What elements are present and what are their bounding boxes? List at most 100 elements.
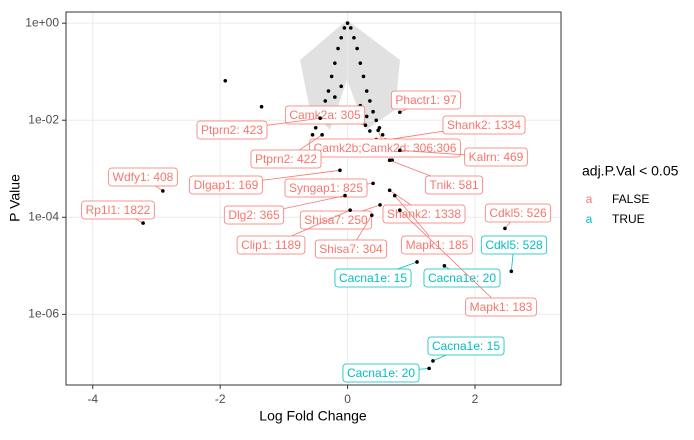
- label-box: [382, 204, 466, 224]
- point-label: Clip1: 1189: [241, 238, 301, 252]
- label-box: [427, 336, 505, 356]
- legend-label: FALSE: [612, 192, 649, 206]
- label-box: [284, 178, 368, 198]
- point-label: Dlgap1: 169: [194, 178, 259, 192]
- label-box: [465, 297, 537, 317]
- point: [374, 118, 379, 123]
- point: [161, 189, 165, 193]
- point-label: Cacna1e: 20: [347, 366, 415, 380]
- point: [358, 61, 363, 65]
- point-label: Syngap1: 825: [289, 181, 363, 195]
- leader-line: [399, 209, 502, 308]
- label-box: [236, 235, 306, 255]
- point: [361, 74, 366, 79]
- point: [141, 221, 145, 225]
- point: [392, 193, 397, 198]
- point-label: Shisa7: 304: [319, 242, 383, 256]
- y-tick-label: 1e-06: [28, 307, 59, 321]
- point: [368, 99, 372, 103]
- point: [431, 359, 435, 363]
- point-label: Cacna1e: 15: [339, 271, 407, 285]
- legend-key: a: [586, 212, 593, 226]
- plot-panel: [66, 12, 561, 385]
- point: [310, 133, 315, 137]
- x-tick-label: -2: [215, 392, 226, 406]
- point: [398, 148, 402, 153]
- label-box: [334, 268, 412, 288]
- point: [333, 61, 337, 65]
- point: [326, 89, 331, 93]
- point: [503, 226, 507, 231]
- point: [352, 35, 356, 40]
- point: [398, 110, 402, 115]
- point: [355, 46, 359, 51]
- point-label: Phactr1: 97: [395, 93, 457, 107]
- point-label: Mapk1: 183: [470, 300, 533, 314]
- point: [387, 188, 392, 193]
- label-box: [309, 138, 461, 158]
- label-box: [81, 200, 155, 220]
- point-label: Mapk1: 185: [406, 238, 469, 252]
- label-box: [223, 205, 285, 225]
- label-box: [401, 235, 473, 255]
- x-axis-title: Log Fold Change: [259, 408, 367, 424]
- point-label: Ptprn2: 422: [255, 152, 317, 166]
- x-tick-label: -4: [87, 392, 98, 406]
- point: [376, 128, 380, 133]
- point: [348, 208, 352, 213]
- point-label: Cacna1e: 15: [432, 339, 500, 353]
- point: [427, 366, 431, 371]
- point: [387, 158, 392, 163]
- point: [345, 21, 350, 25]
- panel-border: [65, 11, 562, 386]
- point: [259, 104, 264, 109]
- label-box: [424, 175, 484, 195]
- point: [318, 116, 322, 121]
- point: [380, 133, 385, 137]
- point-label: Rp1l1: 1822: [86, 203, 151, 217]
- point: [339, 35, 344, 40]
- label-box: [250, 149, 322, 169]
- point: [509, 269, 514, 274]
- point: [371, 181, 375, 186]
- legend-title: adj.P.Val < 0.05: [582, 163, 679, 179]
- point-label: Tnik: 581: [429, 178, 479, 192]
- label-box: [464, 147, 528, 167]
- label-box: [442, 115, 526, 135]
- point-label: Shank2: 1334: [447, 118, 521, 132]
- point: [368, 129, 372, 133]
- x-tick-label: 0: [344, 392, 351, 406]
- point: [329, 74, 334, 79]
- point: [342, 26, 347, 30]
- label-box: [390, 90, 462, 110]
- y-tick-label: 1e+00: [25, 15, 59, 29]
- point-label: Cacna1e: 20: [428, 271, 496, 285]
- y-tick-label: 1e-02: [28, 112, 59, 126]
- x-tick-label: 2: [472, 392, 479, 406]
- point: [348, 26, 353, 30]
- label-box: [484, 203, 552, 223]
- point-label: Wdfy1: 408: [113, 170, 174, 184]
- point: [320, 133, 324, 137]
- point-label: Shank2: 1338: [387, 207, 461, 221]
- label-box: [196, 120, 268, 140]
- point-label: Ptprn2: 423: [201, 123, 263, 137]
- point: [339, 84, 344, 89]
- point: [378, 203, 382, 207]
- point-label: Dlg2: 365: [228, 208, 280, 222]
- point-label: Camk2a: 305: [289, 108, 361, 122]
- point: [371, 109, 375, 114]
- point-label: Kalrn: 469: [469, 150, 524, 164]
- label-box: [480, 235, 548, 255]
- label-box: [342, 363, 420, 383]
- y-axis-title: P Value: [7, 174, 23, 222]
- point: [338, 168, 342, 173]
- point: [364, 114, 369, 119]
- point: [398, 208, 402, 213]
- point: [323, 99, 328, 103]
- point-label: Shisa7: 250: [304, 213, 368, 227]
- label-box: [108, 167, 178, 187]
- point: [442, 264, 447, 268]
- label-box: [423, 268, 501, 288]
